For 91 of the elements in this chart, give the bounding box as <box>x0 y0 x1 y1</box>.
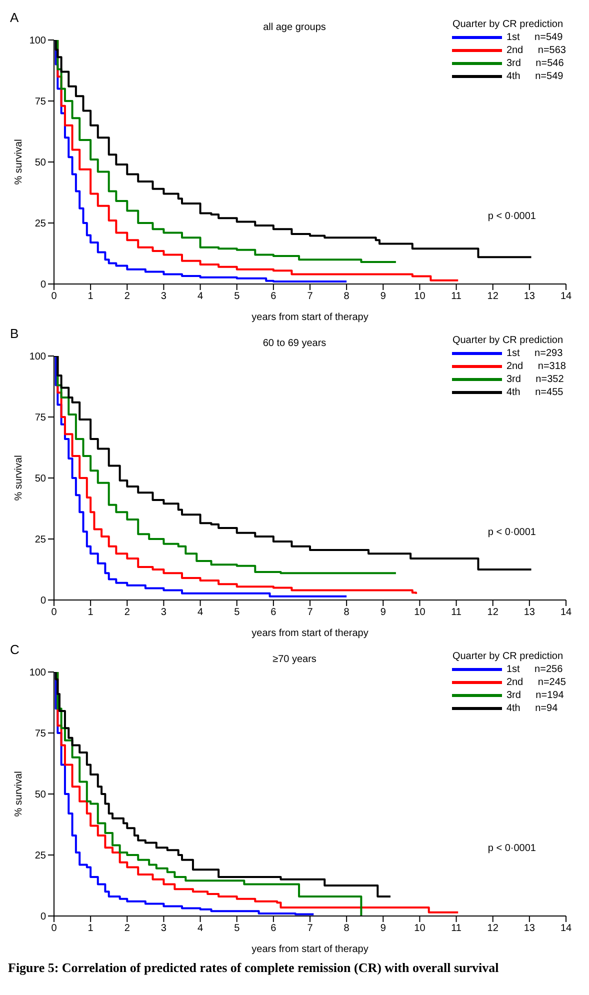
x-tick-label: 2 <box>124 923 130 934</box>
y-tick-label: 25 <box>34 534 46 546</box>
x-tick-label: 8 <box>344 291 350 302</box>
x-tick-label: 1 <box>88 923 94 934</box>
x-tick-label: 13 <box>524 291 536 302</box>
legend-label: 2nd n=318 <box>506 360 566 373</box>
y-tick-label: 25 <box>34 218 46 230</box>
legend-label: 1st n=549 <box>506 31 563 44</box>
x-axis-title: years from start of therapy <box>252 944 368 955</box>
x-tick-label: 14 <box>560 607 572 618</box>
x-tick-label: 5 <box>234 923 240 934</box>
x-tick-label: 13 <box>524 607 536 618</box>
legend-title: Quarter by CR prediction <box>452 650 564 663</box>
x-tick-label: 10 <box>414 291 426 302</box>
x-tick-label: 7 <box>307 291 314 302</box>
x-tick-label: 0 <box>51 607 58 618</box>
text: A <box>10 10 19 25</box>
x-tick-label: 10 <box>414 923 426 934</box>
y-axis-title: % survival <box>14 139 25 185</box>
y-tick-label: 50 <box>34 790 46 801</box>
caption: Figure 5: Correlation of predicted rates of complete remission (CR) with overall survival <box>8 960 500 976</box>
y-tick-label: 100 <box>29 352 46 363</box>
x-tick-label: 2 <box>124 607 130 618</box>
x-tick-label: 3 <box>160 607 167 618</box>
x-tick-label: 11 <box>451 923 462 934</box>
x-tick-label: 3 <box>160 291 167 302</box>
x-tick-label: 1 <box>88 291 94 302</box>
y-tick-label: 25 <box>34 850 46 862</box>
x-axis-title: years from start of therapy <box>252 312 368 323</box>
chart-title: all age groups <box>263 22 326 33</box>
x-tick-label: 8 <box>344 923 350 934</box>
annotation: p < 0·0001 <box>488 842 536 854</box>
y-tick-label: 75 <box>34 412 46 424</box>
y-tick-label: 100 <box>29 668 46 679</box>
legend-title: Quarter by CR prediction <box>452 18 564 31</box>
x-tick-label: 4 <box>198 607 204 618</box>
legend-label: 4th n=549 <box>506 70 564 83</box>
x-tick-label: 11 <box>451 607 462 618</box>
x-tick-label: 7 <box>307 607 314 618</box>
y-tick-label: 0 <box>40 596 46 607</box>
y-tick-label: 75 <box>34 728 46 740</box>
x-tick-label: 13 <box>524 923 536 934</box>
x-tick-label: 3 <box>160 923 167 934</box>
x-tick-label: 11 <box>451 291 462 302</box>
x-tick-label: 12 <box>487 923 499 934</box>
y-axis-title: % survival <box>14 455 25 501</box>
annotation: p < 0·0001 <box>488 526 536 538</box>
y-tick-label: 100 <box>29 36 46 47</box>
x-tick-label: 14 <box>560 291 572 302</box>
legend-label: 3rd n=546 <box>506 57 564 70</box>
y-tick-label: 0 <box>40 280 46 291</box>
chart-title: 60 to 69 years <box>262 338 326 349</box>
x-axis-title: years from start of therapy <box>252 628 368 639</box>
legend-label: 4th n=455 <box>506 386 564 399</box>
x-tick-label: 6 <box>270 607 277 618</box>
legend-label: 2nd n=245 <box>506 676 566 689</box>
x-tick-label: 0 <box>51 291 58 302</box>
x-tick-label: 10 <box>414 607 426 618</box>
x-tick-label: 1 <box>88 607 94 618</box>
x-tick-label: 4 <box>198 291 204 302</box>
x-tick-label: 9 <box>380 607 386 618</box>
annotation: p < 0·0001 <box>488 210 536 222</box>
x-tick-label: 6 <box>270 923 277 934</box>
x-tick-label: 6 <box>270 291 277 302</box>
x-tick-label: 9 <box>380 923 386 934</box>
x-tick-label: 2 <box>124 291 130 302</box>
y-axis-title: % survival <box>14 771 25 817</box>
y-tick-label: 0 <box>40 912 46 923</box>
y-tick-label: 75 <box>34 96 46 108</box>
legend-label: 3rd n=194 <box>506 689 564 702</box>
x-tick-label: 14 <box>560 923 572 934</box>
x-tick-label: 5 <box>234 607 240 618</box>
legend-title: Quarter by CR prediction <box>452 334 564 347</box>
legend-label: 1st n=293 <box>506 347 563 360</box>
legend-label: 4th n=94 <box>506 702 558 715</box>
x-tick-label: 5 <box>234 291 240 302</box>
chart-title: ≥70 years <box>272 654 316 665</box>
x-tick-label: 12 <box>487 607 499 618</box>
x-tick-label: 8 <box>344 607 350 618</box>
y-tick-label: 50 <box>34 474 46 485</box>
x-tick-label: 9 <box>380 291 386 302</box>
legend-label: 1st n=256 <box>506 663 563 676</box>
x-tick-label: 0 <box>51 923 58 934</box>
legend-label: 2nd n=563 <box>506 44 566 57</box>
legend-label: 3rd n=352 <box>506 373 564 386</box>
text: C <box>10 642 20 657</box>
y-tick-label: 50 <box>34 158 46 169</box>
x-tick-label: 4 <box>198 923 204 934</box>
text: B <box>10 326 19 341</box>
x-tick-label: 12 <box>487 291 499 302</box>
x-tick-label: 7 <box>307 923 314 934</box>
